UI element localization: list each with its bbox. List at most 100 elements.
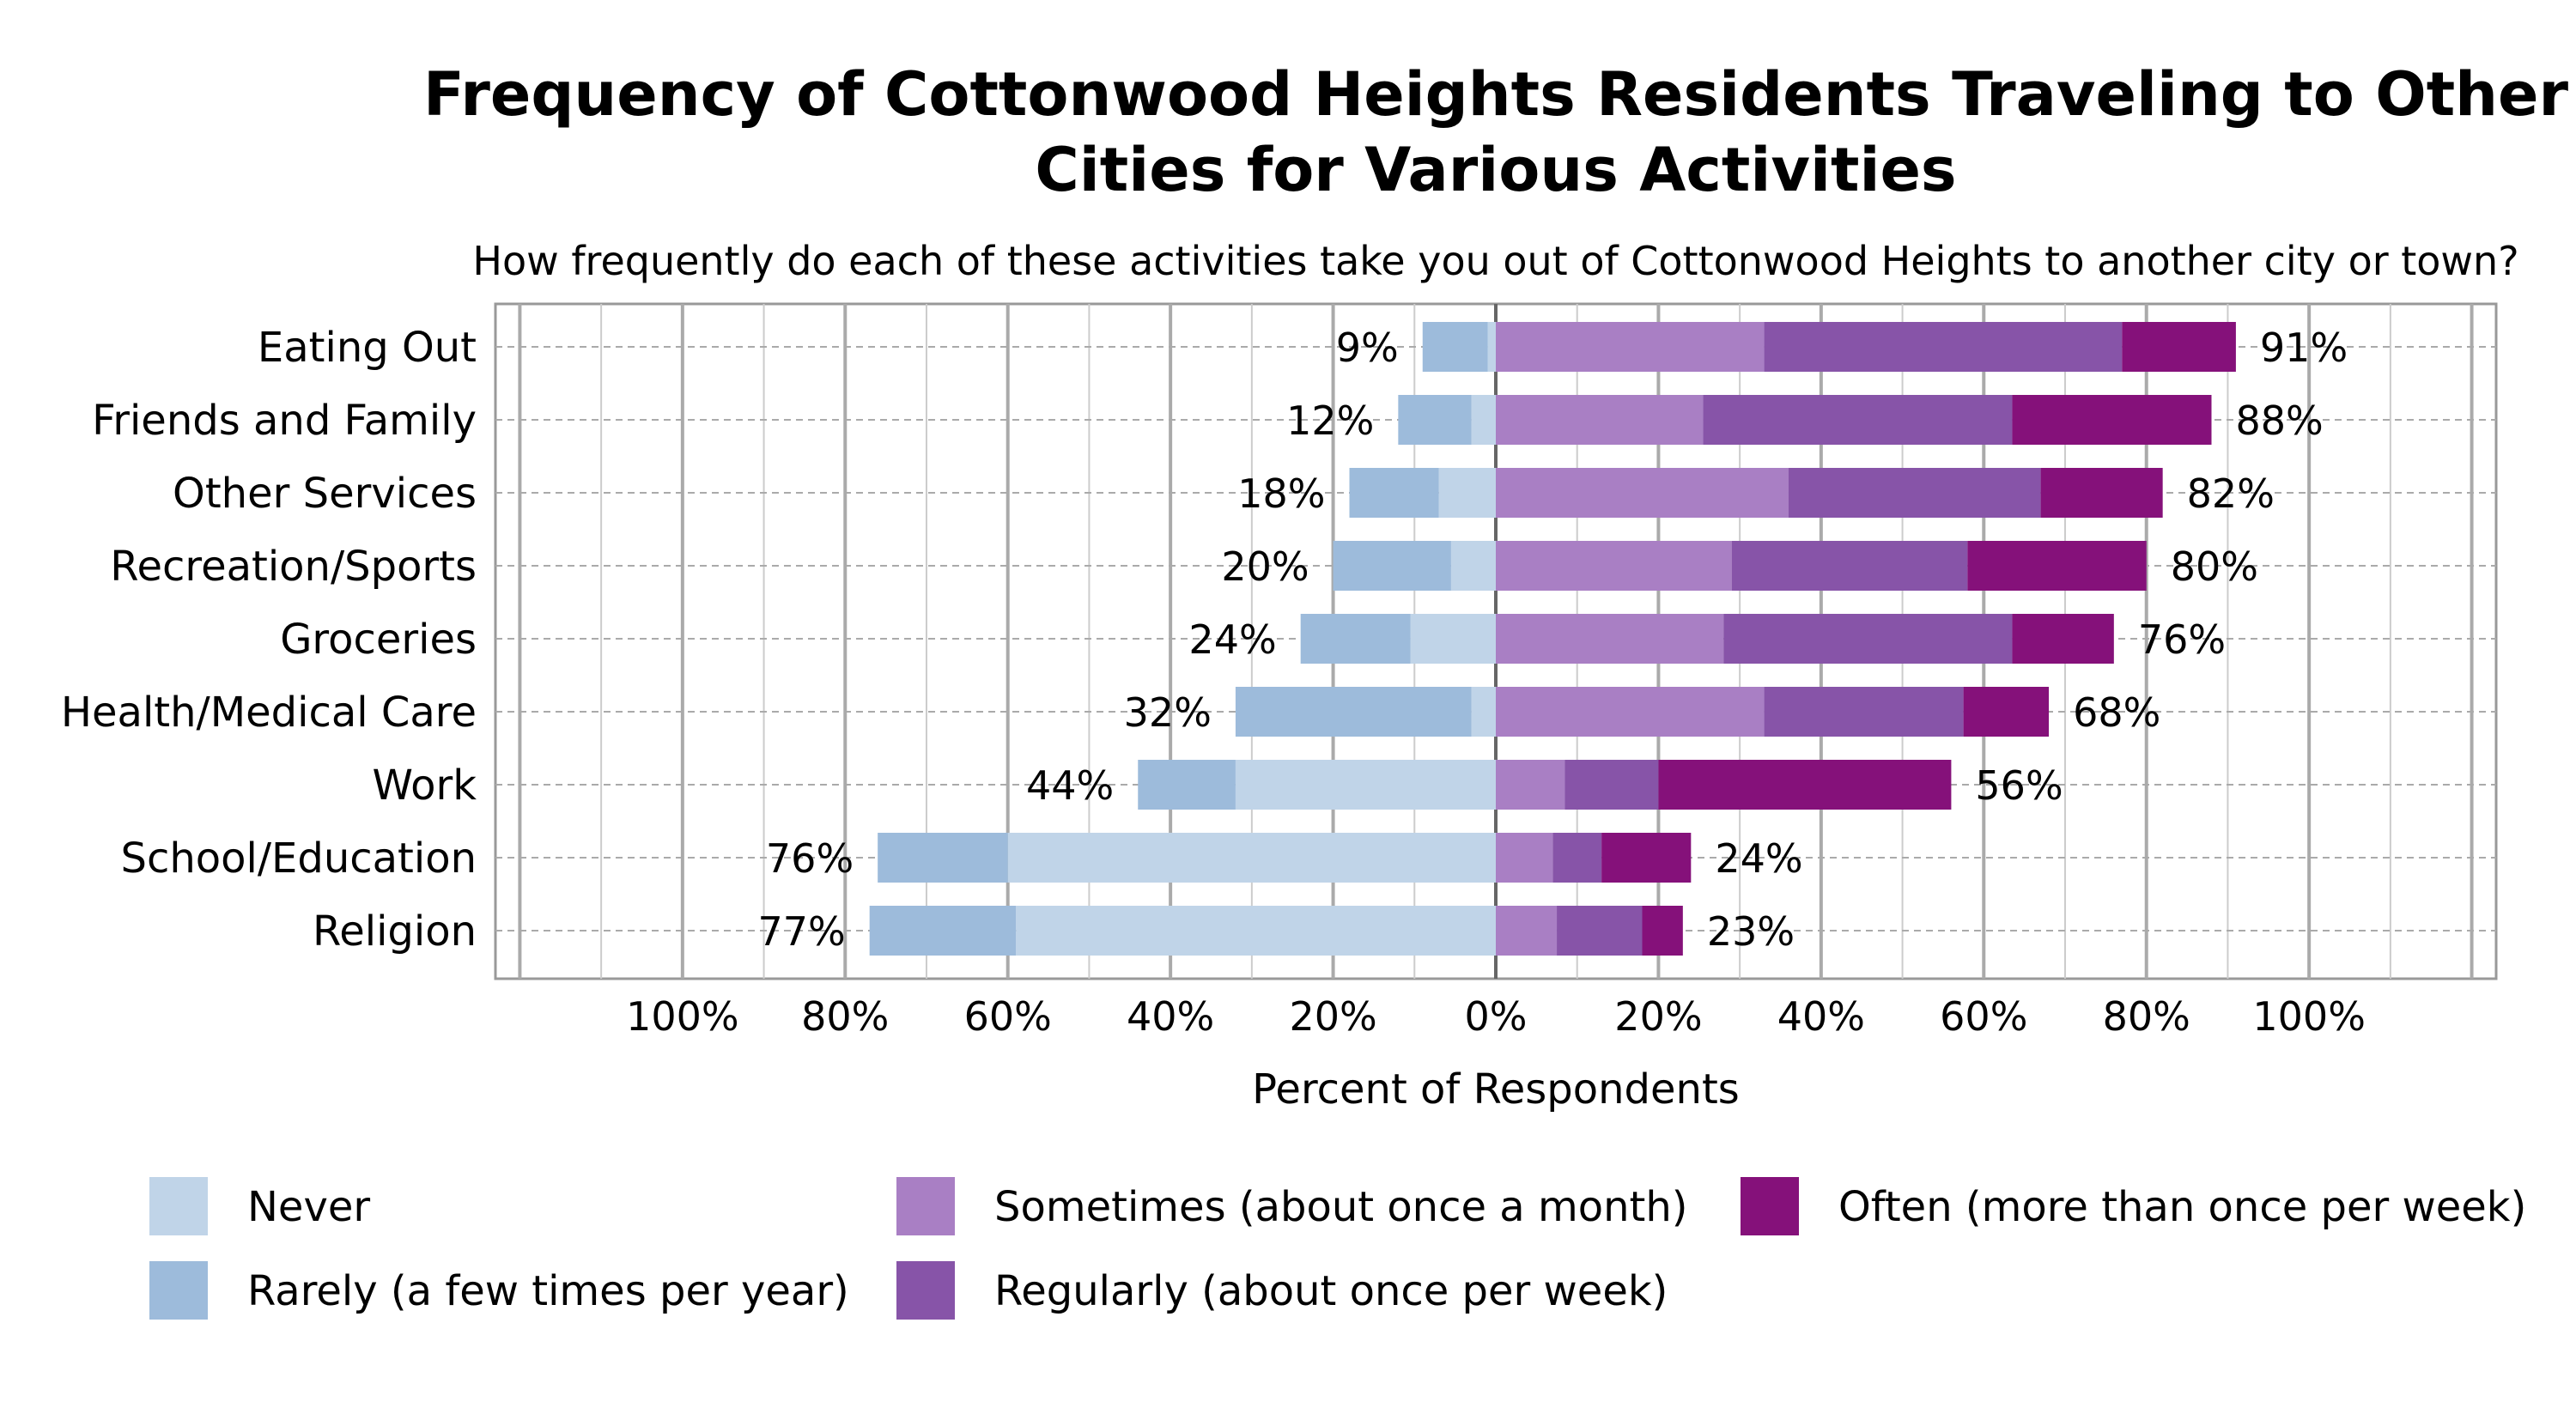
bar-segment [1410,614,1496,664]
y-tick-label: Work [372,762,477,810]
bar-segment [1703,395,2013,445]
bar-segment [2012,614,2114,664]
y-tick-label: Recreation/Sports [110,543,477,591]
positive-total-label: 82% [2187,470,2275,517]
x-tick-label: 20% [1289,993,1376,1040]
bar-segment [1496,614,1724,664]
bar-segment [1471,395,1496,445]
legend-swatch [896,1177,955,1235]
positive-total-label: 91% [2260,325,2348,371]
bar-segment [1601,833,1692,883]
bar-segment [1496,541,1732,591]
bar-segment [1007,833,1496,883]
chart-title-line-2: Cities for Various Activities [1035,135,1956,205]
negative-total-label: 76% [766,835,854,882]
y-tick-label: Other Services [173,470,477,518]
y-tick-label: School/Education [121,834,477,883]
bar-segment [1658,760,1952,810]
legend-swatch [149,1261,208,1320]
bar-segment [1564,760,1659,810]
legend-label: Never [247,1183,370,1231]
x-axis-label: Percent of Respondents [1252,1065,1740,1114]
x-tick-label: 100% [626,993,739,1040]
bar-segment [878,833,1008,883]
positive-total-label: 80% [2171,543,2258,590]
bar-segment [1496,687,1765,737]
bar-segment [1496,833,1553,883]
bar-segment [2122,322,2236,372]
negative-total-label: 12% [1286,397,1374,444]
bar-segment [1552,833,1602,883]
bar-segment [1496,468,1789,518]
bar-segment [1557,906,1643,956]
bar-segment [1496,906,1558,956]
y-tick-label: Eating Out [258,324,477,372]
positive-total-label: 68% [2073,689,2160,736]
bar-segment [1235,760,1496,810]
x-tick-label: 40% [1127,993,1214,1040]
bar-segment [1764,322,2123,372]
x-tick-label: 20% [1614,993,1702,1040]
negative-total-label: 24% [1188,616,1276,663]
chart-subtitle: How frequently do each of these activiti… [472,238,2518,284]
bar-segment [1642,906,1683,956]
bar-segment [1471,687,1496,737]
bar-segment [1300,614,1411,664]
bar-segment [1788,468,2041,518]
y-tick-label: Religion [313,907,477,956]
bar-segment [869,906,1017,956]
positive-total-label: 23% [1707,908,1795,955]
y-tick-label: Health/Medical Care [61,689,477,737]
negative-total-label: 77% [757,908,845,955]
bar-segment [2012,395,2212,445]
plot-area: Eating Out 9% 91% Friends and Family 12% 88% O… [61,302,2498,1040]
bar-segment [1496,760,1565,810]
negative-total-label: 32% [1124,689,1212,736]
bar-segment [1731,541,1968,591]
bar-segment [1963,687,2050,737]
y-tick-label: Groceries [280,616,477,664]
x-tick-label: 60% [1940,993,2027,1040]
negative-total-label: 18% [1237,470,1325,517]
positive-total-label: 56% [1975,762,2063,809]
bar-segment [2040,468,2163,518]
legend: Never Rarely (a few times per year) Someti… [149,1177,2526,1320]
bar-segment [1496,322,1765,372]
bar-segment [1967,541,2147,591]
bar-segment [1723,614,2013,664]
legend-label: Regularly (about once per week) [994,1267,1668,1315]
negative-total-label: 9% [1336,325,1399,371]
x-tick-label: 100% [2252,993,2366,1040]
bar-segment [1349,468,1439,518]
bar-segment [1496,395,1704,445]
negative-total-label: 20% [1221,543,1309,590]
y-tick-label: Friends and Family [92,397,477,445]
legend-label: Often (more than once per week) [1838,1183,2526,1231]
bar-segment [1764,687,1964,737]
bar-segment [1333,541,1451,591]
x-tick-label: 80% [801,993,889,1040]
negative-total-label: 44% [1026,762,1114,809]
bar-segment [1487,322,1496,372]
bar-segment [1138,760,1236,810]
legend-label: Rarely (a few times per year) [247,1267,849,1315]
chart-title-line-1: Frequency of Cottonwood Heights Resident… [423,59,2569,130]
x-tick-label: 60% [964,993,1052,1040]
x-tick-label: 0% [1465,993,1528,1040]
positive-total-label: 24% [1715,835,1802,882]
positive-total-label: 76% [2138,616,2226,663]
x-tick-label: 80% [2103,993,2190,1040]
bar-segment [1450,541,1496,591]
positive-total-label: 88% [2235,397,2323,444]
legend-swatch [149,1177,208,1235]
legend-label: Sometimes (about once a month) [994,1183,1687,1231]
bar-segment [1438,468,1496,518]
legend-swatch [896,1261,955,1320]
bar-segment [1016,906,1496,956]
bar-segment [1398,395,1472,445]
bar-segment [1422,322,1488,372]
x-tick-label: 40% [1777,993,1865,1040]
bar-segment [1235,687,1472,737]
legend-swatch [1741,1177,1799,1235]
